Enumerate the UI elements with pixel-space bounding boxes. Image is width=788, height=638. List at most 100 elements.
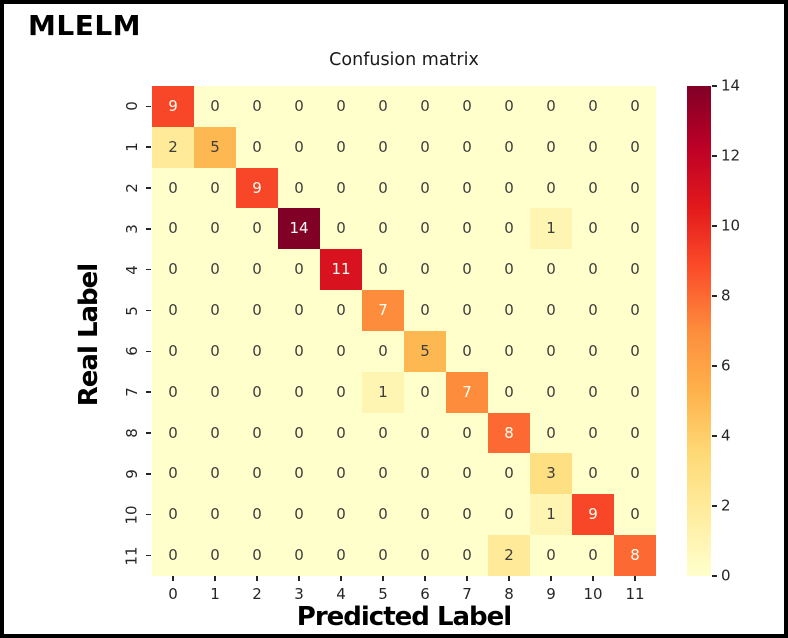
y-tick-label: 9 xyxy=(122,469,141,479)
panel-title: MLELM xyxy=(28,9,142,42)
heatmap-cell: 0 xyxy=(446,453,488,495)
heatmap-cell: 0 xyxy=(404,126,446,168)
heatmap-cell: 0 xyxy=(152,167,194,209)
x-tick-label: 1 xyxy=(210,585,220,603)
heatmap-cell: 0 xyxy=(194,330,236,372)
heatmap-cell: 1 xyxy=(530,494,572,536)
heatmap-cell: 0 xyxy=(446,167,488,209)
colorbar-tick-label: 2 xyxy=(721,496,731,515)
heatmap-cell: 0 xyxy=(278,126,320,168)
x-tick-mark xyxy=(614,576,656,582)
heatmap-cell: 0 xyxy=(152,290,194,331)
heatmap-cell: 0 xyxy=(362,412,404,454)
colorbar-tick-mark xyxy=(712,575,717,577)
heatmap-cell: 0 xyxy=(572,290,614,331)
y-tick-label: 1 xyxy=(122,142,141,153)
heatmap-cell: 0 xyxy=(530,126,572,168)
heatmap-cell: 0 xyxy=(530,249,572,291)
y-tick-label: 6 xyxy=(122,346,141,357)
heatmap-cell: 0 xyxy=(614,330,656,372)
colorbar-tick-mark xyxy=(712,435,717,437)
y-tick-label: 5 xyxy=(122,305,141,316)
x-tick-label: 7 xyxy=(462,585,472,603)
x-tick-label: 5 xyxy=(378,585,388,603)
y-tick-label: 3 xyxy=(122,224,141,234)
x-tick-mark xyxy=(446,576,488,582)
heatmap-cell: 0 xyxy=(320,290,362,331)
heatmap-cell: 0 xyxy=(362,86,404,127)
x-tick-label: 6 xyxy=(420,585,430,603)
heatmap-cell: 0 xyxy=(446,412,488,454)
x-tick-mark xyxy=(530,576,572,582)
heatmap-cell: 0 xyxy=(404,494,446,536)
heatmap-cell: 0 xyxy=(572,249,614,291)
heatmap-cell: 0 xyxy=(320,535,362,576)
heatmap-cell: 0 xyxy=(278,371,320,413)
heatmap-cell: 0 xyxy=(194,249,236,291)
y-tick-label: 7 xyxy=(122,387,141,397)
y-tick-mark xyxy=(145,249,151,290)
x-tick-mark xyxy=(320,576,362,582)
colorbar-tick-label: 8 xyxy=(721,286,731,305)
heatmap-cell: 5 xyxy=(194,126,236,168)
heatmap-cell: 0 xyxy=(194,167,236,209)
heatmap-cell: 0 xyxy=(572,371,614,413)
heatmap-cell: 0 xyxy=(236,249,278,291)
heatmap-cell: 0 xyxy=(572,535,614,576)
heatmap-cell: 0 xyxy=(488,249,530,291)
colorbar-tick-mark xyxy=(712,295,717,297)
heatmap-cell: 0 xyxy=(278,494,320,536)
heatmap-cell: 0 xyxy=(278,453,320,495)
y-tick-mark xyxy=(145,494,151,535)
heatmap-cell: 0 xyxy=(572,86,614,127)
colorbar-tick-mark xyxy=(712,85,717,87)
heatmap-cell: 0 xyxy=(236,330,278,372)
heatmap-cell: 0 xyxy=(446,290,488,331)
x-tick-label: 4 xyxy=(336,585,346,603)
heatmap-cell: 0 xyxy=(236,86,278,127)
y-tick-mark xyxy=(145,127,151,168)
x-tick-mark xyxy=(194,576,236,582)
heatmap-cell: 0 xyxy=(446,535,488,576)
heatmap-cell: 0 xyxy=(320,371,362,413)
heatmap-cell: 0 xyxy=(530,371,572,413)
y-tick-mark xyxy=(145,413,151,454)
heatmap-cell: 0 xyxy=(278,412,320,454)
heatmap-cell: 0 xyxy=(320,412,362,454)
heatmap-cell: 0 xyxy=(446,494,488,536)
colorbar-tick-mark xyxy=(712,365,717,367)
heatmap-cell: 0 xyxy=(530,86,572,127)
y-tick-mark xyxy=(145,86,151,127)
heatmap-cell: 0 xyxy=(194,494,236,536)
heatmap-cell: 0 xyxy=(446,208,488,250)
heatmap-cell: 0 xyxy=(530,330,572,372)
colorbar-tick-label: 12 xyxy=(721,146,741,165)
y-tick-label: 4 xyxy=(122,264,141,275)
heatmap-cell: 0 xyxy=(236,371,278,413)
heatmap-cell: 0 xyxy=(362,535,404,576)
heatmap-cell: 0 xyxy=(194,86,236,127)
heatmap-cell: 0 xyxy=(194,208,236,250)
heatmap-cell: 0 xyxy=(320,126,362,168)
heatmap-cell: 0 xyxy=(572,208,614,250)
heatmap-cell: 0 xyxy=(404,412,446,454)
heatmap-cell: 0 xyxy=(320,330,362,372)
heatmap-cell: 0 xyxy=(404,535,446,576)
heatmap-cell: 0 xyxy=(530,535,572,576)
heatmap-cell: 0 xyxy=(614,290,656,331)
heatmap-cell: 0 xyxy=(320,453,362,495)
heatmap-cell: 0 xyxy=(572,453,614,495)
heatmap-cell: 0 xyxy=(488,290,530,331)
heatmap-cell: 0 xyxy=(194,290,236,331)
heatmap-cell: 0 xyxy=(614,371,656,413)
heatmap-cell: 9 xyxy=(236,167,278,209)
heatmap-cell: 0 xyxy=(488,494,530,536)
x-tick-mark xyxy=(152,576,194,582)
y-tick-mark xyxy=(145,453,151,494)
colorbar-tick-label: 10 xyxy=(721,216,741,235)
heatmap-cell: 0 xyxy=(320,86,362,127)
y-axis-tick-labels: 0 1 2 3 4 5 6 7 8 9 10 11 xyxy=(122,86,142,576)
colorbar-tick-mark xyxy=(712,155,717,157)
y-tick-mark xyxy=(145,208,151,249)
